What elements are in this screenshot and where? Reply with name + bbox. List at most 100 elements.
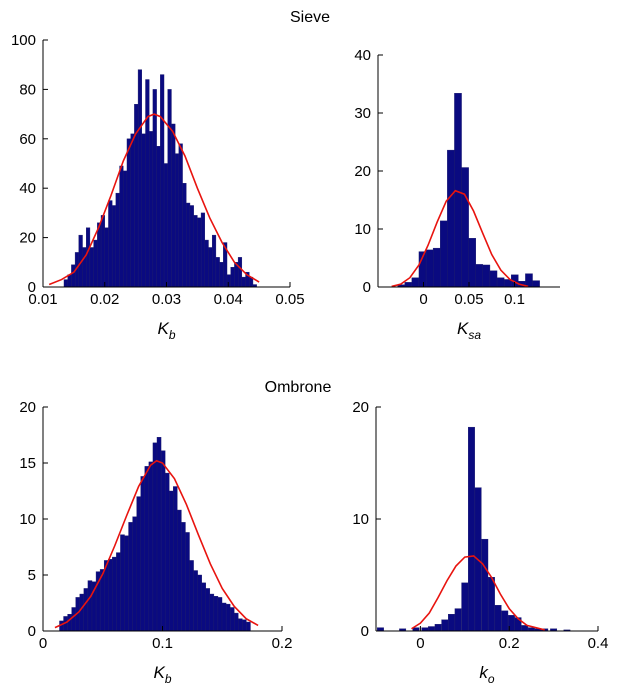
- y-tick-label: 0: [361, 623, 369, 640]
- y-tick-label: 10: [354, 221, 371, 238]
- histogram-bar: [186, 202, 191, 288]
- histogram-bar: [468, 426, 475, 632]
- histogram-bar: [411, 277, 420, 288]
- histogram-bar: [136, 496, 141, 632]
- histogram-bar: [428, 626, 435, 632]
- histogram-bar: [67, 274, 72, 288]
- x-axis-label: Kb: [153, 663, 171, 686]
- fit-curve: [411, 555, 545, 631]
- histogram-bar: [527, 627, 535, 632]
- histogram-bar: [209, 593, 215, 632]
- y-tick-label: 20: [19, 399, 36, 416]
- title-ombrone: Ombrone: [265, 379, 332, 396]
- histogram-bar: [532, 280, 540, 288]
- histogram-bar: [441, 619, 449, 632]
- histogram-bar: [67, 614, 72, 632]
- x-tick-label: 0: [416, 635, 424, 652]
- y-tick-label: 40: [19, 180, 36, 197]
- histogram-bar: [213, 596, 219, 632]
- histogram-bar: [241, 276, 246, 288]
- y-tick-label: 0: [363, 279, 371, 296]
- histogram-bar: [189, 205, 194, 288]
- y-tick-label: 100: [11, 32, 36, 49]
- x-tick-label: 0.05: [275, 291, 304, 308]
- fit-curve: [391, 189, 529, 288]
- x-tick-label: 0.05: [454, 291, 483, 308]
- histogram-bar: [468, 238, 476, 288]
- histogram-bar: [434, 624, 442, 632]
- x-tick-label: 0.02: [90, 291, 119, 308]
- histogram-bar: [141, 133, 146, 288]
- histogram-bar: [97, 222, 102, 288]
- y-tick-label: 60: [19, 131, 36, 148]
- histogram-bar: [163, 163, 168, 288]
- histogram-bar: [83, 588, 89, 632]
- histogram-bar: [494, 605, 502, 632]
- histogram-bar: [160, 450, 166, 632]
- histogram-bar: [156, 437, 162, 632]
- histogram-bar: [193, 570, 198, 632]
- y-tick-label: 0: [28, 623, 36, 640]
- histogram-bar: [237, 257, 243, 288]
- histogram-bar: [238, 618, 243, 632]
- histogram-bar: [197, 217, 202, 288]
- histogram-bar: [217, 597, 223, 632]
- histogram-bar: [111, 205, 117, 288]
- y-tick-label: 20: [354, 163, 371, 180]
- y-tick-label: 40: [354, 47, 371, 64]
- histogram-bar: [140, 476, 146, 632]
- histogram-bar: [160, 74, 165, 288]
- histogram-bar: [79, 593, 85, 632]
- x-axis-label: Ksa: [457, 319, 481, 342]
- histogram-bar: [221, 602, 227, 632]
- x-tick-label: 0.01: [28, 291, 57, 308]
- histogram-bar: [145, 79, 150, 288]
- histogram-bar: [71, 607, 76, 632]
- histogram-bar: [440, 220, 448, 288]
- x-tick-label: 0.04: [214, 291, 243, 308]
- histogram-bar: [182, 183, 187, 288]
- histogram-bar: [432, 247, 441, 288]
- histogram-bar: [104, 227, 109, 288]
- fit-curve: [54, 459, 259, 629]
- histogram-bar: [115, 192, 120, 288]
- y-tick-label: 5: [28, 567, 36, 584]
- histogram-bar: [171, 123, 176, 288]
- panel-sieve-ksa: 0 10 20 30 40 0 0.05 0.1 Ksa: [354, 47, 560, 342]
- y-tick-label: 0: [28, 279, 36, 296]
- y-tick-label: 20: [19, 230, 36, 247]
- histogram-bar: [152, 89, 157, 288]
- histogram-bar: [86, 227, 91, 288]
- y-tick-label: 10: [352, 511, 369, 528]
- histogram-bar: [108, 559, 113, 632]
- x-axis-label: Kb: [157, 319, 175, 342]
- histogram-bar: [87, 580, 93, 632]
- histogram-bar: [189, 560, 194, 632]
- histogram-bar: [230, 267, 235, 288]
- histogram-bar: [124, 535, 129, 632]
- histogram-bar: [204, 239, 209, 288]
- y-tick-label: 15: [19, 455, 36, 472]
- histogram-bar: [149, 131, 154, 288]
- y-tick-label: 80: [19, 81, 36, 98]
- histogram-bar: [503, 279, 512, 288]
- x-tick-label: 0.2: [499, 635, 520, 652]
- histogram-bar: [152, 442, 158, 632]
- histogram-bar: [421, 627, 429, 632]
- histogram-bar: [229, 607, 235, 632]
- histogram-bar: [246, 621, 251, 632]
- histogram-bar: [489, 270, 498, 288]
- histogram-bar: [521, 625, 529, 632]
- histogram-bar: [447, 149, 455, 288]
- histogram-bar: [112, 556, 117, 632]
- panel-sieve-kb: 0 20 40 60 80 100 0.01 0.02 0.03 0.04 0.05 Kb: [11, 32, 305, 342]
- histogram-bar: [181, 522, 186, 632]
- histogram-bar: [130, 133, 135, 288]
- x-tick-label: 0.2: [272, 635, 293, 652]
- histogram-bar: [525, 273, 533, 288]
- histogram-bar: [225, 603, 231, 632]
- histogram-bar: [193, 215, 198, 288]
- histogram-bar: [226, 274, 231, 288]
- title-sieve: Sieve: [290, 9, 330, 26]
